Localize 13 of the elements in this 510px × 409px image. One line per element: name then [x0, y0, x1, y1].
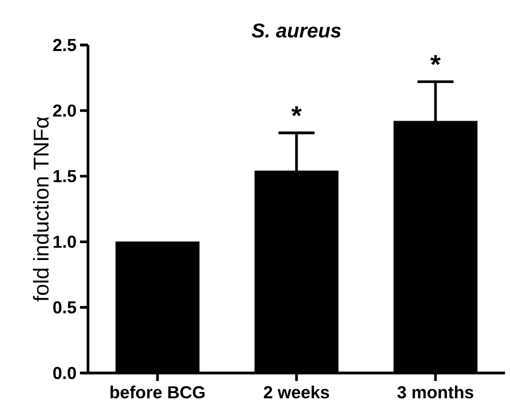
- annotation: *: [291, 106, 302, 116]
- y-axis-title: fold induction TNFα: [33, 116, 49, 302]
- y-tick-label: 1.0: [54, 236, 76, 248]
- y-tick-label: 1.5: [54, 170, 76, 182]
- x-tick-label: 2 weeks: [264, 386, 330, 398]
- chart-title: S. aureus: [252, 23, 341, 38]
- y-tick-label: 0.5: [53, 301, 76, 314]
- y-tick-label: 2.5: [53, 38, 76, 52]
- y-tick-label: 2.0: [53, 104, 76, 117]
- x-tick-label: before BCG: [110, 386, 205, 398]
- x-tick-label: 3 months: [397, 386, 474, 398]
- annotation: *: [430, 55, 441, 66]
- y-tick-label: 0.0: [53, 366, 76, 380]
